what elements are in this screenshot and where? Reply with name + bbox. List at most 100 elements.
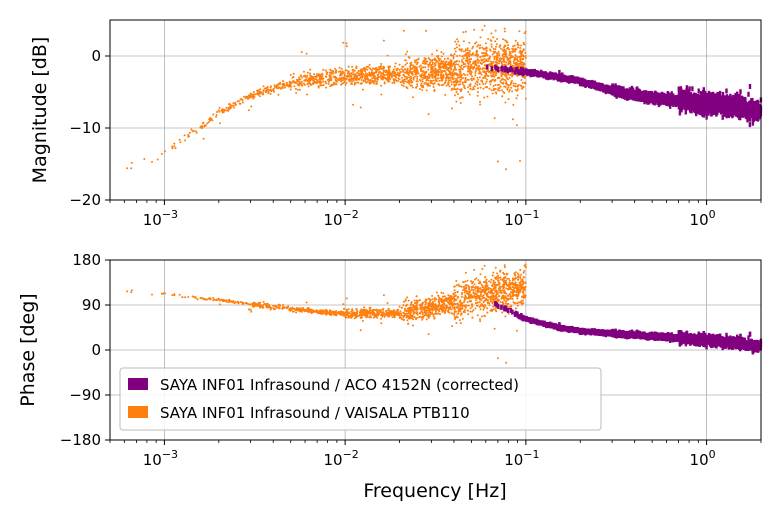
point-vaisala [418,65,421,68]
point-vaisala [380,75,383,78]
point-vaisala [303,79,306,82]
point-vaisala [502,57,505,60]
point-vaisala [406,62,408,65]
point-vaisala [300,83,303,86]
point-vaisala [498,89,501,92]
point-aco [623,94,627,100]
point-vaisala [439,69,442,72]
point-vaisala [496,160,499,163]
point-vaisala [401,65,404,68]
point-vaisala [412,78,415,81]
point-aco [705,114,708,120]
point-vaisala [371,77,374,80]
point-vaisala [322,68,325,71]
point-vaisala [508,54,511,56]
point-vaisala [377,76,380,79]
point-vaisala [228,107,231,110]
point-vaisala [412,86,414,89]
point-vaisala [380,84,383,87]
point-vaisala [488,55,491,58]
point-vaisala [479,44,482,47]
point-vaisala [523,81,526,84]
point-vaisala [506,77,509,80]
point-vaisala [130,167,133,170]
point-vaisala [408,69,411,72]
point-vaisala [467,86,469,89]
point-aco [571,76,575,82]
point-vaisala [510,82,512,85]
point-vaisala [458,97,461,100]
point-vaisala [477,61,480,64]
point-vaisala [478,47,481,50]
point-vaisala [299,78,302,81]
point-vaisala [474,54,476,57]
point-vaisala [504,44,507,47]
point-aco [731,110,735,116]
point-vaisala [464,63,467,65]
point-vaisala [512,56,514,58]
point-vaisala [350,77,353,80]
point-vaisala [183,134,186,137]
point-vaisala [286,83,288,86]
point-vaisala [520,44,523,47]
point-vaisala [487,75,490,78]
point-aco [736,104,739,110]
point-aco [730,96,733,102]
point-aco [735,96,738,102]
point-vaisala [508,88,511,91]
point-vaisala [143,158,146,160]
point-vaisala [455,43,458,46]
point-vaisala [247,94,250,97]
point-vaisala [442,67,445,69]
point-vaisala [369,74,372,77]
point-vaisala [352,71,355,73]
point-vaisala [445,61,447,64]
point-vaisala [402,69,405,72]
point-vaisala [375,80,378,83]
point-vaisala [488,280,491,283]
point-vaisala [328,79,330,81]
point-vaisala [451,78,454,81]
point-vaisala [421,62,424,65]
point-aco [758,106,761,112]
point-vaisala [435,49,438,52]
point-vaisala [492,89,495,92]
point-vaisala [290,81,293,84]
point-vaisala [494,40,497,43]
point-vaisala [505,168,508,171]
point-aco [699,102,702,108]
point-vaisala [488,87,491,90]
point-vaisala [317,73,320,76]
point-vaisala [410,81,413,84]
point-vaisala [475,41,478,44]
point-vaisala [458,44,461,47]
point-vaisala [410,71,413,74]
point-vaisala [450,68,453,71]
point-vaisala [316,73,318,76]
point-vaisala [507,98,510,101]
point-vaisala [421,80,424,83]
point-vaisala [491,92,494,95]
point-vaisala [448,85,451,88]
point-vaisala [516,89,519,92]
point-vaisala [484,52,487,55]
point-vaisala [431,79,433,82]
point-aco [727,113,731,118]
point-vaisala [289,88,292,91]
point-vaisala [446,63,449,66]
point-vaisala [151,160,153,163]
point-vaisala [524,55,527,57]
point-vaisala [429,74,432,77]
point-vaisala [427,79,430,82]
point-vaisala [494,29,497,32]
point-aco [698,110,701,115]
point-vaisala [504,79,507,82]
point-vaisala [490,32,493,35]
point-vaisala [215,115,218,118]
point-aco [606,85,609,91]
point-vaisala [482,77,485,79]
point-vaisala [508,60,511,63]
point-vaisala [404,71,406,74]
point-vaisala [190,128,193,131]
